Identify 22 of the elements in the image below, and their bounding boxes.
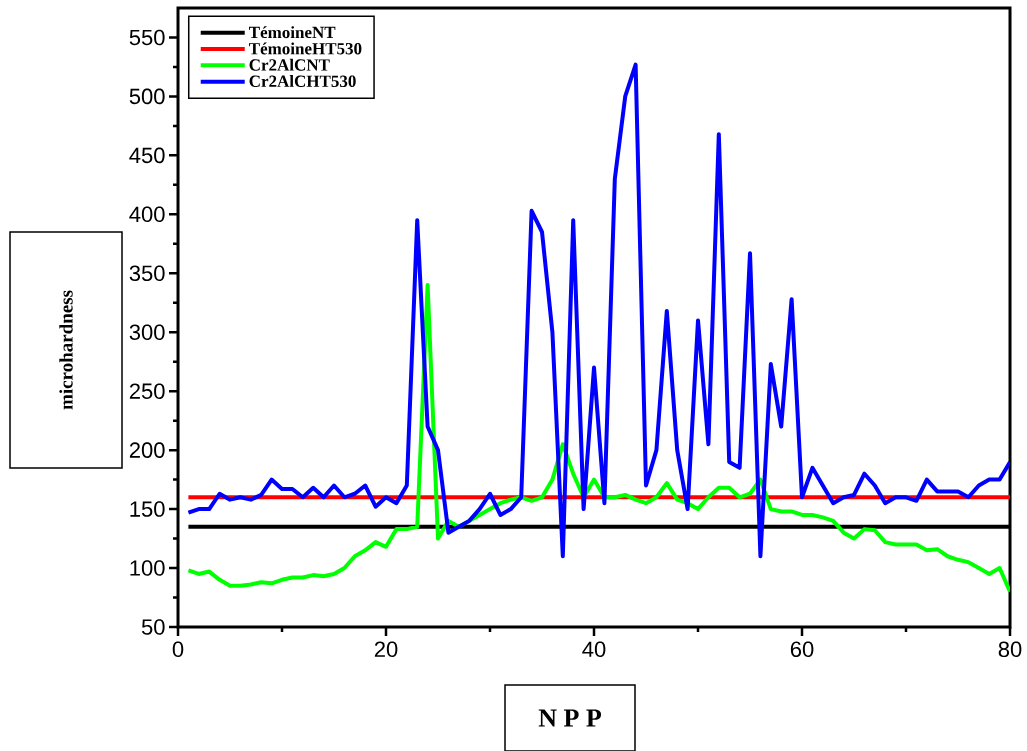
y-tick-label: 50 (141, 619, 165, 635)
y-tick-label: 350 (129, 265, 165, 282)
y-tick-label: 100 (130, 560, 165, 576)
y-tick-label: 200 (129, 442, 165, 458)
y-tick-label: 450 (129, 147, 165, 164)
y-tick-label: 400 (129, 206, 165, 223)
legend-label: TémoineHT530 (249, 42, 362, 55)
x-tick-label: 80 (998, 641, 1022, 658)
y-tick-label: 250 (129, 383, 165, 399)
y-tick-label: 550 (129, 29, 165, 46)
y-tick-label: 150 (130, 501, 165, 517)
legend-label: Cr2AlCNT (249, 58, 330, 71)
legend-label: TémoineNT (249, 26, 336, 39)
legend-label: Cr2AlCHT530 (249, 75, 356, 87)
y-tick-label: 300 (129, 324, 165, 341)
x-tick-label: 60 (790, 641, 814, 658)
x-tick-label: 0 (172, 641, 184, 658)
y-axis-title: microhardness (59, 290, 73, 410)
x-axis-title: N P P (538, 709, 602, 727)
x-tick-label: 20 (374, 641, 398, 658)
y-tick-label: 500 (129, 88, 165, 105)
x-tick-label: 40 (582, 641, 606, 658)
